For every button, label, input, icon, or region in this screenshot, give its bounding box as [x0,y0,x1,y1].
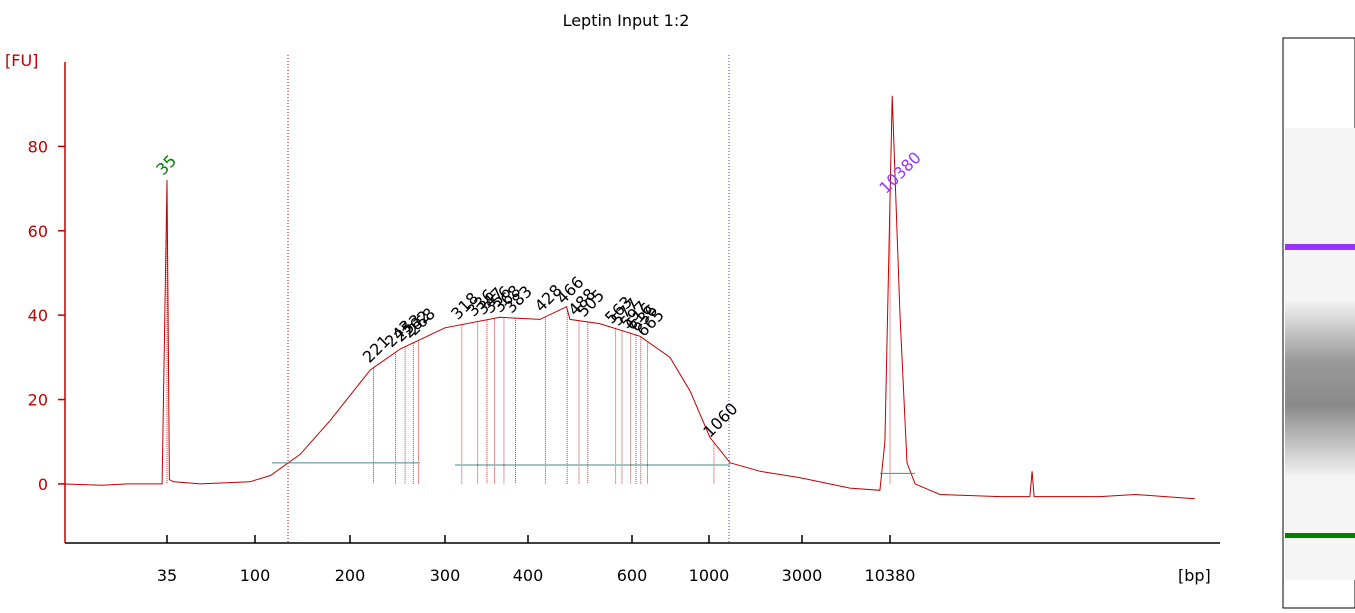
y-tick-label: 20 [28,391,48,410]
y-tick-label: 60 [28,222,48,241]
gel-upper-marker [1285,244,1355,250]
gel-smear [1285,300,1355,475]
chart-title: Leptin Input 1:2 [563,11,690,30]
gel-lane [1282,37,1355,609]
y-tick-label: 80 [28,137,48,156]
x-axis-label: [bp] [1178,566,1211,585]
peak-label: 10380 [875,148,924,197]
trace [61,95,1195,500]
y-tick-label: 0 [38,475,48,494]
x-tick-label: 35 [157,566,177,585]
x-tick-label: 400 [513,566,544,585]
x-tick-label: 300 [430,566,461,585]
peak-label: 1060 [699,399,741,441]
y-axis-label: [FU] [5,51,38,70]
x-tick-label: 3000 [782,566,823,585]
y-tick-label: 40 [28,306,48,325]
x-tick-label: 600 [617,566,648,585]
x-tick-label: 10380 [865,566,916,585]
gel-lower-marker [1285,533,1355,538]
x-tick-label: 1000 [689,566,730,585]
x-tick-label: 100 [240,566,271,585]
peak-label: 35 [152,151,180,179]
x-tick-label: 200 [335,566,366,585]
